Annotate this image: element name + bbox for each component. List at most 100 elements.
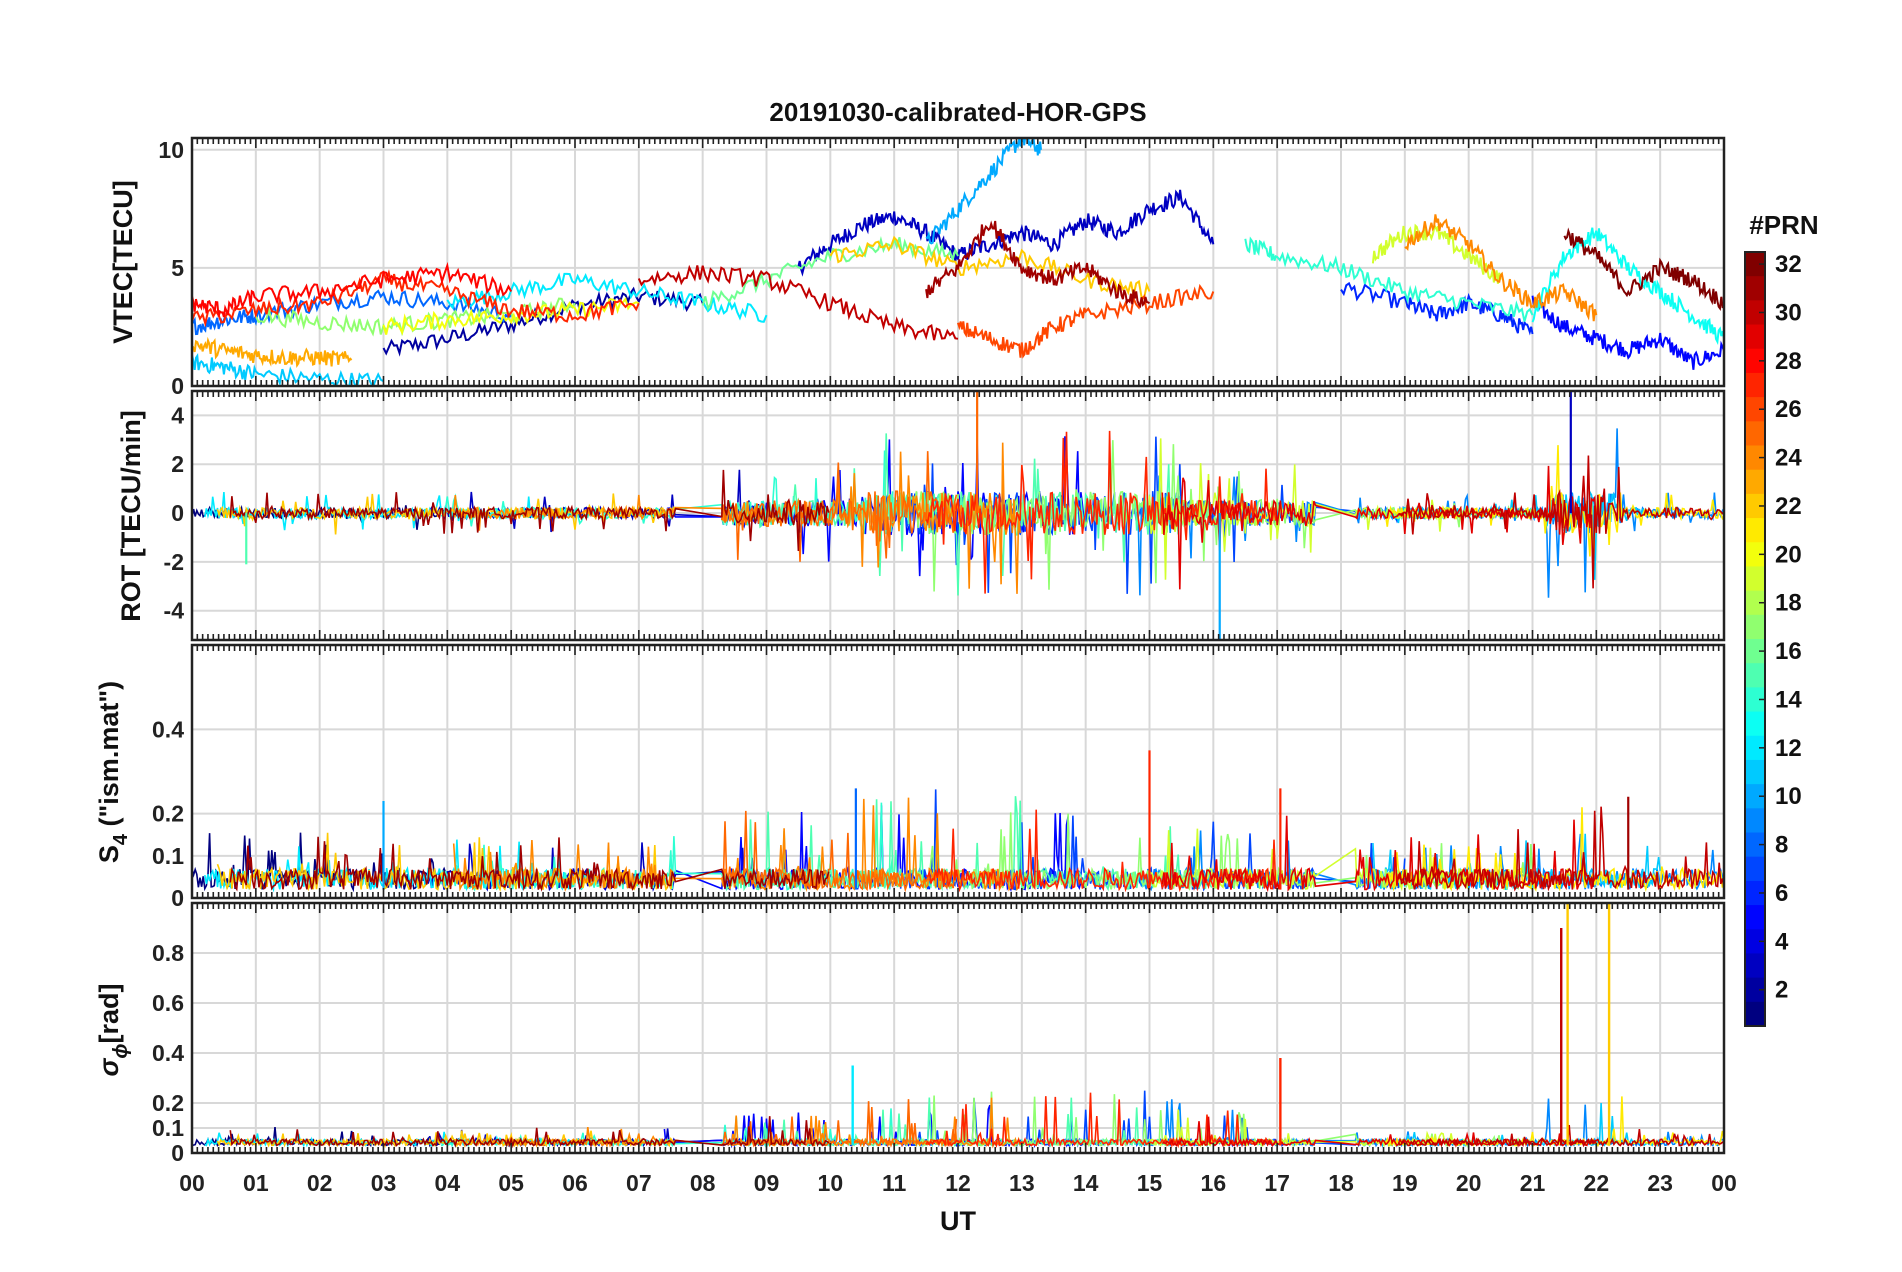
x-tick-label: 18 — [1328, 1170, 1354, 1196]
s4-ylabel-main: S — [94, 845, 124, 863]
x-tick-label: 00 — [1711, 1170, 1737, 1196]
sigphi-series-line — [229, 1116, 830, 1149]
sigphi-lines — [192, 903, 1724, 1149]
colorbar-swatch — [1745, 445, 1765, 471]
vtec-series-line — [1531, 295, 1724, 370]
colorbar-tick-label: 10 — [1775, 783, 1802, 810]
x-tick-label: 04 — [435, 1170, 461, 1196]
x-tick-label: 01 — [243, 1170, 269, 1196]
colorbar-tick-label: 4 — [1775, 928, 1789, 955]
vtec-series-line — [192, 336, 353, 369]
s4-series-line — [721, 810, 958, 893]
colorbar-swatch — [1745, 663, 1765, 688]
y-tick-label: -4 — [164, 598, 185, 624]
vtec-series-line — [637, 264, 959, 341]
colorbar-tick-label: 16 — [1775, 638, 1802, 665]
vtec-frame — [190, 136, 1726, 388]
colorbar-swatch — [1745, 856, 1765, 882]
colorbar-swatch — [1745, 711, 1765, 737]
colorbar-tick-label: 12 — [1775, 735, 1802, 762]
colorbar-swatch — [1745, 542, 1765, 568]
colorbar-swatch — [1745, 1001, 1765, 1027]
y-tick-label: 2 — [171, 451, 184, 477]
colorbar-tick-label: 24 — [1775, 445, 1802, 472]
colorbar-tick-label: 8 — [1775, 832, 1788, 859]
x-tick-label: 22 — [1584, 1170, 1610, 1196]
x-tick-label: 14 — [1073, 1170, 1099, 1196]
colorbar-swatch — [1745, 372, 1765, 398]
x-tick-label: 21 — [1520, 1170, 1546, 1196]
x-tick-label: 13 — [1009, 1170, 1035, 1196]
rot-frame — [190, 389, 1726, 642]
x-tick-labels: 00 01 02 03 04 05 06 07 08 09 10 11 12 13 14 15 16 17 18 19… — [179, 1170, 1737, 1196]
colorbar-tick-label: 22 — [1775, 493, 1802, 520]
colorbar-swatch — [1745, 566, 1765, 592]
colorbar-swatch — [1745, 784, 1765, 809]
colorbar-frame — [1744, 251, 1766, 1027]
x-axis-label: UT — [940, 1206, 976, 1236]
s4-lines — [192, 750, 1724, 893]
colorbar-swatch — [1745, 300, 1765, 326]
colorbar-swatch — [1745, 929, 1765, 955]
sigphi-y-ticks: 00.10.2 0.4 0.6 0.8 — [152, 940, 184, 1166]
colorbar-swatch — [1745, 808, 1765, 834]
rot-panel: -4 -2 0 2 4 ROT [TECU/min] — [116, 389, 1726, 642]
s4-ylabel-sub: 4 — [110, 833, 132, 845]
rot-series-line — [1398, 455, 1724, 589]
y-tick-label: 0 — [171, 1140, 184, 1166]
x-tick-label: 06 — [562, 1170, 588, 1196]
y-tick-label: 0.8 — [152, 940, 184, 966]
sigphi-ylabel-main: σ — [94, 1058, 124, 1077]
colorbar-tick-label: 20 — [1775, 541, 1802, 568]
vtec-lines — [192, 138, 1724, 386]
colorbar-swatch — [1745, 953, 1765, 979]
sigphi-panel: 00.10.2 0.4 0.6 0.8 σϕ[rad] — [94, 901, 1726, 1166]
rot-series-line — [1161, 465, 1598, 590]
sigphi-ylabel-sub: ϕ — [110, 1043, 132, 1058]
vtec-series-line — [1563, 227, 1724, 311]
s4-frame — [190, 643, 1726, 900]
y-tick-label: 10 — [158, 137, 184, 163]
colorbar-swatch — [1745, 421, 1765, 447]
colorbar-swatch — [1745, 493, 1765, 519]
y-tick-label: 0 — [171, 373, 184, 399]
y-tick-label: 0.2 — [152, 1090, 184, 1116]
vtec-series-line — [1404, 214, 1598, 322]
y-tick-label: -2 — [164, 549, 184, 575]
vtec-series-line — [701, 235, 959, 312]
vtec-series-line — [446, 272, 768, 323]
vtec-series-line — [925, 220, 1151, 309]
colorbar-swatch — [1745, 469, 1765, 495]
rot-series-line — [721, 451, 958, 562]
vtec-series-line — [1371, 223, 1502, 284]
s4-series-line — [229, 836, 830, 892]
sigphi-ylabel-rest: [rad] — [94, 983, 124, 1043]
colorbar-swatch — [1745, 905, 1765, 930]
vtec-ylabel: VTEC[TECU] — [108, 180, 138, 344]
vtec-series-line — [1531, 227, 1724, 345]
rot-series-line — [229, 469, 830, 552]
x-tick-label: 08 — [690, 1170, 716, 1196]
rot-lines — [192, 391, 1724, 640]
colorbar-tick-label: 18 — [1775, 590, 1802, 617]
x-tick-label: 15 — [1137, 1170, 1163, 1196]
colorbar-swatch — [1745, 639, 1765, 664]
x-tick-label: 16 — [1201, 1170, 1227, 1196]
colorbar-swatch — [1745, 348, 1765, 374]
vtec-y-ticks: 0 5 10 — [158, 137, 184, 399]
s4-series-line — [452, 797, 1021, 893]
sigphi-frame — [190, 901, 1726, 1155]
x-tick-label: 12 — [945, 1170, 971, 1196]
colorbar-tick-label: 2 — [1775, 977, 1788, 1004]
x-tick-label: 00 — [179, 1170, 205, 1196]
y-tick-label: 5 — [171, 255, 184, 281]
vtec-series-line — [1244, 236, 1534, 322]
colorbar-swatch — [1745, 397, 1765, 422]
colorbar-swatch — [1745, 518, 1765, 543]
x-tick-label: 02 — [307, 1170, 333, 1196]
sigphi-grid — [192, 903, 1724, 1153]
x-tick-label: 03 — [371, 1170, 397, 1196]
colorbar-swatch — [1745, 252, 1765, 277]
